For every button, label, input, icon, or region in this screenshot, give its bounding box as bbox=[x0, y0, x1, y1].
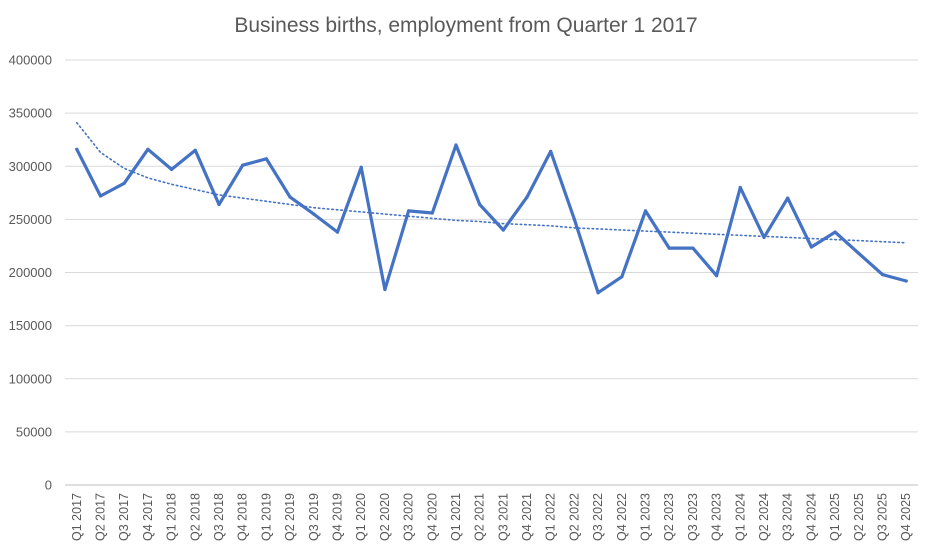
x-tick-label: Q4 2021 bbox=[520, 493, 534, 541]
x-tick-label: Q1 2020 bbox=[354, 493, 368, 541]
x-tick-label: Q4 2022 bbox=[615, 493, 629, 541]
x-tick-label: Q4 2020 bbox=[425, 493, 439, 541]
x-tick-label: Q1 2019 bbox=[259, 493, 273, 541]
data-point bbox=[264, 157, 268, 161]
x-tick-label: Q4 2024 bbox=[804, 493, 818, 541]
x-tick-label: Q1 2022 bbox=[544, 493, 558, 541]
x-tick-label: Q2 2017 bbox=[94, 493, 108, 541]
x-tick-label: Q3 2022 bbox=[591, 493, 605, 541]
data-point bbox=[833, 230, 837, 234]
data-point bbox=[620, 275, 624, 279]
x-tick-label: Q1 2017 bbox=[70, 493, 84, 541]
y-tick-label: 300000 bbox=[9, 159, 52, 174]
trendline bbox=[76, 121, 908, 244]
x-tick-label: Q4 2019 bbox=[330, 493, 344, 541]
x-tick-label: Q3 2020 bbox=[402, 493, 416, 541]
data-point bbox=[667, 246, 671, 250]
series-line bbox=[75, 143, 908, 295]
x-tick-label: Q3 2025 bbox=[875, 493, 889, 541]
data-point bbox=[691, 246, 695, 250]
y-tick-label: 350000 bbox=[9, 106, 52, 121]
data-point bbox=[383, 287, 387, 292]
y-tick-label: 50000 bbox=[16, 424, 52, 439]
x-tick-label: Q1 2023 bbox=[639, 493, 653, 541]
x-tick-label: Q3 2024 bbox=[781, 493, 795, 541]
data-point bbox=[335, 230, 340, 234]
y-tick-label: 0 bbox=[45, 478, 52, 493]
data-point bbox=[122, 181, 126, 185]
data-point bbox=[904, 279, 908, 283]
data-point bbox=[501, 228, 505, 232]
x-tick-label: Q2 2018 bbox=[188, 493, 202, 541]
x-tick-label: Q3 2021 bbox=[496, 493, 510, 541]
data-point bbox=[170, 167, 174, 171]
x-tick-label: Q2 2020 bbox=[378, 493, 392, 541]
x-tick-label: Q1 2024 bbox=[733, 493, 747, 541]
y-tick-label: 400000 bbox=[9, 53, 52, 68]
data-point bbox=[146, 147, 150, 151]
data-point bbox=[288, 195, 292, 199]
x-tick-label: Q1 2021 bbox=[449, 493, 463, 541]
data-point bbox=[454, 143, 458, 147]
data-point bbox=[193, 148, 197, 152]
data-point bbox=[549, 149, 553, 153]
x-tick-label: Q4 2017 bbox=[141, 493, 155, 541]
data-point bbox=[880, 273, 885, 277]
data-point bbox=[478, 202, 482, 207]
data-point bbox=[715, 274, 719, 278]
data-point bbox=[596, 291, 600, 295]
x-tick-label: Q4 2025 bbox=[899, 493, 913, 541]
x-tick-label: Q1 2018 bbox=[165, 493, 179, 541]
x-tick-label: Q4 2023 bbox=[710, 493, 724, 541]
data-point bbox=[98, 194, 103, 198]
data-point bbox=[738, 185, 742, 190]
data-point bbox=[857, 251, 861, 255]
data-point bbox=[643, 209, 648, 213]
x-tick-label: Q3 2018 bbox=[212, 493, 226, 541]
x-tick-label: Q3 2019 bbox=[307, 493, 321, 541]
x-tick-label: Q2 2022 bbox=[567, 493, 581, 541]
y-tick-label: 200000 bbox=[9, 265, 52, 280]
y-tick-label: 150000 bbox=[9, 318, 52, 333]
data-point bbox=[572, 217, 577, 221]
x-tick-label: Q3 2017 bbox=[117, 493, 131, 541]
data-point bbox=[809, 245, 814, 249]
data-point bbox=[407, 209, 411, 213]
y-tick-label: 100000 bbox=[9, 371, 52, 386]
x-tick-label: Q1 2025 bbox=[828, 493, 842, 541]
y-tick-label: 250000 bbox=[9, 212, 52, 227]
data-point bbox=[312, 212, 316, 216]
data-point bbox=[75, 147, 79, 151]
data-point bbox=[762, 235, 766, 239]
x-tick-label: Q3 2023 bbox=[686, 493, 700, 541]
x-tick-label: Q2 2023 bbox=[662, 493, 676, 541]
data-point bbox=[359, 165, 363, 169]
x-tick-label: Q2 2021 bbox=[473, 493, 487, 541]
data-point bbox=[430, 211, 434, 215]
data-point bbox=[525, 195, 529, 199]
x-tick-label: Q4 2018 bbox=[236, 493, 250, 541]
data-point bbox=[241, 163, 245, 167]
chart-title: Business births, employment from Quarter… bbox=[234, 14, 698, 37]
x-tick-label: Q2 2024 bbox=[757, 493, 771, 541]
data-point bbox=[786, 196, 790, 200]
data-point bbox=[217, 202, 221, 207]
x-tick-label: Q2 2025 bbox=[852, 493, 866, 541]
x-tick-label: Q2 2019 bbox=[283, 493, 297, 541]
